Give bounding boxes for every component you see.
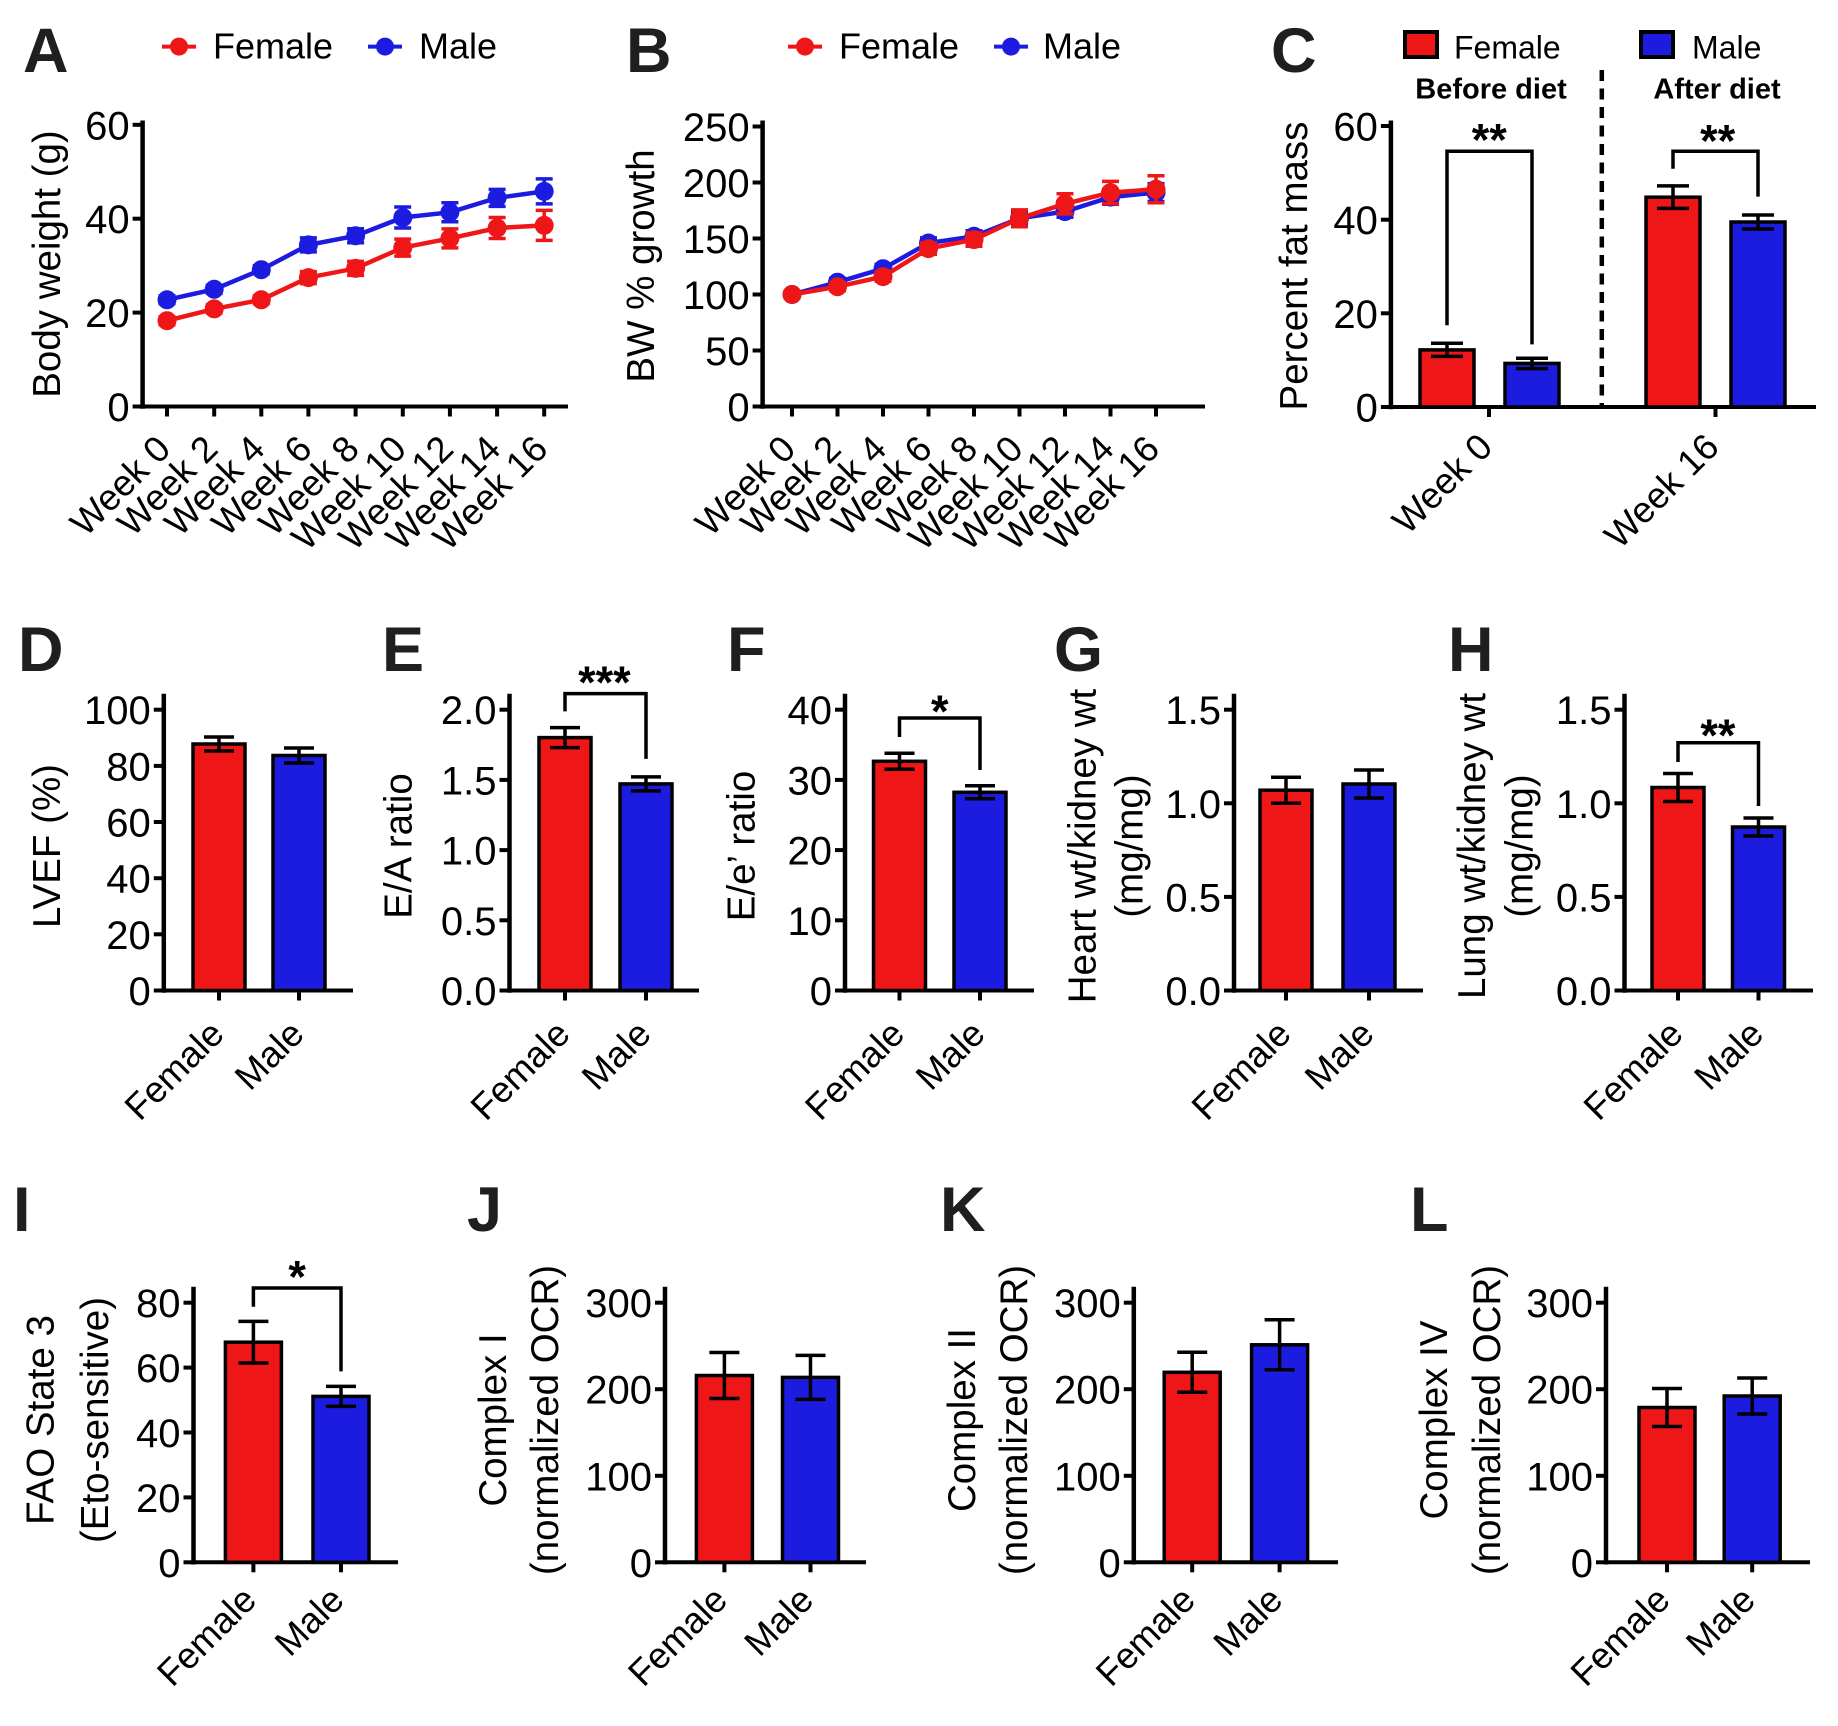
- svg-text:Complex I: Complex I: [472, 1333, 515, 1506]
- svg-text:0: 0: [1099, 1542, 1121, 1586]
- svg-text:100: 100: [84, 689, 151, 733]
- svg-text:40: 40: [1333, 199, 1378, 243]
- svg-text:**: **: [1700, 710, 1736, 761]
- svg-text:0: 0: [1571, 1542, 1593, 1586]
- svg-text:Complex IV: Complex IV: [1413, 1320, 1456, 1519]
- svg-text:E/e’ ratio: E/e’ ratio: [721, 771, 764, 922]
- svg-text:FAO State 3: FAO State 3: [19, 1315, 62, 1525]
- svg-text:*: *: [288, 1252, 306, 1303]
- svg-text:40: 40: [788, 689, 833, 733]
- svg-text:Lung wt/kidney wt: Lung wt/kidney wt: [1451, 693, 1494, 999]
- svg-text:0.5: 0.5: [1556, 876, 1612, 920]
- svg-text:(normalized OCR): (normalized OCR): [524, 1265, 567, 1575]
- svg-text:Male: Male: [1043, 26, 1121, 67]
- svg-text:0: 0: [810, 970, 832, 1014]
- svg-text:300: 300: [585, 1282, 652, 1326]
- svg-text:1.5: 1.5: [1556, 689, 1612, 733]
- svg-text:80: 80: [136, 1282, 181, 1326]
- svg-text:Male: Male: [419, 26, 497, 67]
- svg-text:BW % growth: BW % growth: [620, 149, 663, 382]
- svg-text:Male: Male: [1692, 30, 1761, 66]
- svg-text:1.5: 1.5: [441, 759, 497, 803]
- svg-text:0.0: 0.0: [1165, 970, 1221, 1014]
- svg-text:0.5: 0.5: [1165, 876, 1221, 920]
- svg-text:G: G: [1054, 615, 1103, 685]
- svg-text:LVEF (%): LVEF (%): [26, 764, 69, 928]
- svg-text:E/A ratio: E/A ratio: [378, 773, 421, 919]
- svg-text:***: ***: [578, 657, 631, 708]
- svg-text:20: 20: [136, 1477, 181, 1521]
- svg-text:0: 0: [158, 1542, 180, 1586]
- svg-text:(normalized OCR): (normalized OCR): [993, 1265, 1036, 1575]
- svg-text:50: 50: [705, 330, 750, 374]
- svg-text:0: 0: [107, 386, 129, 430]
- svg-text:20: 20: [106, 914, 151, 958]
- svg-text:J: J: [467, 1175, 502, 1245]
- svg-text:0: 0: [129, 970, 151, 1014]
- svg-text:0: 0: [727, 386, 749, 430]
- svg-text:D: D: [18, 615, 64, 685]
- svg-text:H: H: [1448, 615, 1494, 685]
- svg-text:100: 100: [585, 1455, 652, 1499]
- svg-text:0.0: 0.0: [441, 970, 497, 1014]
- svg-text:60: 60: [85, 104, 130, 148]
- svg-text:80: 80: [106, 745, 151, 789]
- svg-text:100: 100: [1526, 1455, 1593, 1499]
- svg-text:E: E: [382, 615, 424, 685]
- svg-text:200: 200: [1526, 1369, 1593, 1413]
- svg-text:200: 200: [1054, 1369, 1121, 1413]
- svg-text:40: 40: [85, 198, 130, 242]
- svg-text:**: **: [1700, 116, 1736, 167]
- svg-text:Female: Female: [213, 26, 333, 67]
- svg-text:(Eto-sensitive): (Eto-sensitive): [74, 1297, 117, 1543]
- svg-text:**: **: [1472, 115, 1508, 166]
- svg-text:A: A: [23, 16, 69, 86]
- svg-text:0.5: 0.5: [441, 900, 497, 944]
- svg-text:0.0: 0.0: [1556, 970, 1612, 1014]
- svg-text:Body weight (g): Body weight (g): [26, 130, 69, 398]
- svg-text:100: 100: [683, 274, 750, 318]
- svg-text:Heart wt/kidney wt: Heart wt/kidney wt: [1061, 688, 1104, 1003]
- svg-text:Female: Female: [839, 26, 959, 67]
- svg-text:I: I: [13, 1175, 31, 1245]
- svg-text:200: 200: [585, 1369, 652, 1413]
- svg-text:20: 20: [1333, 293, 1378, 337]
- svg-text:60: 60: [136, 1347, 181, 1391]
- svg-text:0: 0: [630, 1542, 652, 1586]
- svg-text:40: 40: [106, 858, 151, 902]
- svg-text:1.0: 1.0: [1556, 783, 1612, 827]
- svg-text:150: 150: [683, 218, 750, 262]
- svg-text:1.0: 1.0: [441, 830, 497, 874]
- svg-text:300: 300: [1054, 1282, 1121, 1326]
- svg-text:*: *: [931, 686, 949, 737]
- svg-text:B: B: [626, 16, 672, 86]
- svg-text:Complex II: Complex II: [941, 1328, 984, 1512]
- svg-text:Female: Female: [1454, 30, 1561, 66]
- svg-text:40: 40: [136, 1412, 181, 1456]
- svg-text:C: C: [1271, 16, 1317, 86]
- svg-text:Percent fat mass: Percent fat mass: [1273, 122, 1316, 411]
- svg-text:20: 20: [85, 292, 130, 336]
- svg-text:After diet: After diet: [1653, 74, 1781, 106]
- svg-text:20: 20: [788, 830, 833, 874]
- svg-text:(mg/mg): (mg/mg): [1498, 774, 1541, 917]
- svg-text:F: F: [727, 615, 765, 685]
- svg-text:100: 100: [1054, 1455, 1121, 1499]
- svg-text:250: 250: [683, 106, 750, 150]
- svg-text:L: L: [1410, 1175, 1448, 1245]
- svg-text:0: 0: [1356, 387, 1378, 431]
- svg-text:60: 60: [1333, 106, 1378, 150]
- svg-text:1.0: 1.0: [1165, 783, 1221, 827]
- svg-text:200: 200: [683, 162, 750, 206]
- svg-text:10: 10: [788, 900, 833, 944]
- svg-text:1.5: 1.5: [1165, 689, 1221, 733]
- svg-text:60: 60: [106, 802, 151, 846]
- svg-text:(normalized OCR): (normalized OCR): [1466, 1265, 1509, 1575]
- svg-text:300: 300: [1526, 1282, 1593, 1326]
- svg-text:30: 30: [788, 759, 833, 803]
- svg-text:(mg/mg): (mg/mg): [1108, 774, 1151, 917]
- svg-text:K: K: [940, 1175, 986, 1245]
- svg-text:2.0: 2.0: [441, 689, 497, 733]
- svg-text:Before diet: Before diet: [1415, 74, 1567, 106]
